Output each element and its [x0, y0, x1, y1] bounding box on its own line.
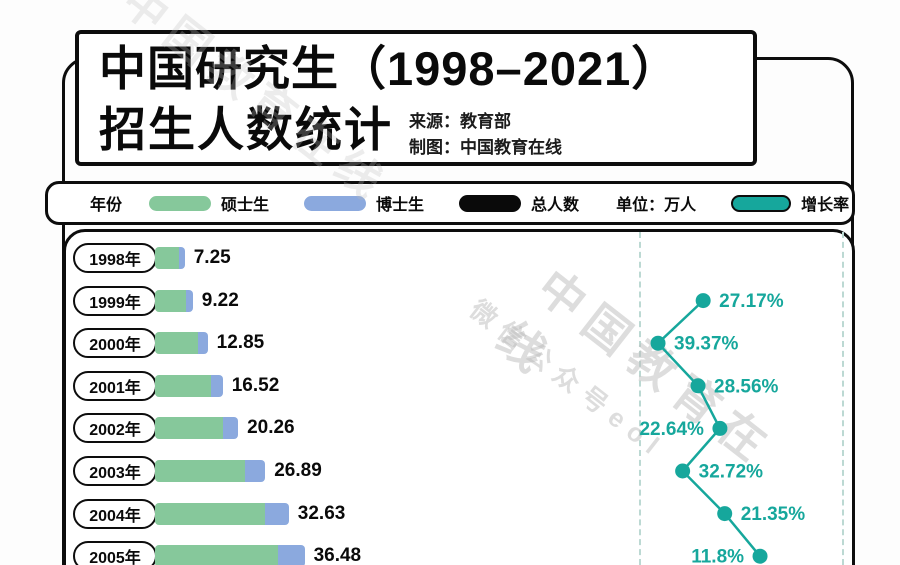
year-pill: 2005年: [73, 541, 157, 565]
legend-doctoral-label: 博士生: [376, 197, 425, 214]
year-pill: 1998年: [73, 243, 157, 273]
doctoral-bar-segment: [223, 417, 239, 440]
legend-unit-label: 单位：万人: [616, 197, 697, 214]
title-box: 中国研究生（1998–2021） 招生人数统计 来源：教育部 制图：中国教育在线: [75, 30, 757, 166]
year-pill: 1999年: [73, 285, 157, 316]
year-pill: 2001年: [73, 370, 157, 401]
doctoral-bar-segment: [210, 374, 223, 397]
total-swatch-icon: [459, 194, 522, 212]
total-value-label: 36.48: [313, 545, 362, 565]
masters-bar-segment: [155, 374, 211, 397]
legend-year-label: 年份: [90, 197, 123, 214]
total-value-label: 16.52: [231, 374, 280, 396]
legend-total-label: 总人数: [531, 197, 580, 214]
total-bar: [155, 460, 266, 482]
source-text: 来源：教育部: [409, 111, 511, 131]
total-bar: [155, 545, 305, 565]
year-pill: 2002年: [73, 413, 157, 444]
masters-swatch-icon: [149, 195, 212, 211]
total-bar: [155, 247, 185, 269]
legend-doctoral: 博士生: [304, 191, 424, 215]
total-value-label: 12.85: [216, 332, 265, 354]
total-value-label: 7.25: [193, 247, 231, 268]
total-bar: [155, 289, 193, 312]
total-value-label: 32.63: [297, 502, 346, 524]
masters-bar-segment: [155, 289, 186, 312]
doctoral-bar-segment: [198, 332, 208, 355]
masters-bar-segment: [155, 332, 199, 355]
year-pill: 2000年: [73, 328, 157, 359]
growth-swatch-icon: [731, 194, 792, 212]
doctoral-bar-segment: [245, 460, 266, 482]
masters-bar-segment: [155, 502, 265, 525]
source-block: 来源：教育部 制图：中国教育在线: [409, 99, 562, 162]
legend-masters-label: 硕士生: [221, 197, 270, 214]
year-pill: 2004年: [73, 498, 157, 529]
page-title-line1: 中国研究生（1998–2021）: [99, 42, 680, 95]
masters-bar-segment: [155, 417, 224, 440]
total-bar: [155, 374, 223, 397]
legend-growth-label: 增长率: [801, 197, 850, 214]
year-pill: 2003年: [73, 456, 157, 486]
legend-total: 总人数: [459, 191, 579, 215]
total-bar: [155, 502, 289, 525]
doctoral-bar-segment: [179, 247, 185, 269]
total-value-label: 20.26: [247, 417, 295, 439]
dashed-gridline-left: [639, 232, 641, 565]
masters-bar-segment: [155, 247, 180, 269]
total-bar: [155, 417, 239, 440]
total-value-label: 26.89: [274, 460, 322, 481]
doctoral-bar-segment: [277, 545, 305, 565]
masters-bar-segment: [155, 460, 246, 482]
masters-bar-segment: [155, 545, 278, 565]
total-value-label: 9.22: [201, 289, 239, 311]
legend-bar: 年份 硕士生 博士生 总人数 单位：万人 增长率: [45, 181, 855, 225]
doctoral-swatch-icon: [304, 195, 367, 211]
legend-masters: 硕士生: [149, 191, 269, 215]
doctoral-bar-segment: [185, 289, 193, 312]
dashed-gridline-right: [842, 232, 844, 565]
page-title-line2: 招生人数统计: [99, 102, 393, 156]
credit-text: 制图：中国教育在线: [409, 138, 562, 158]
legend-growth: 增长率: [731, 191, 849, 215]
doctoral-bar-segment: [264, 502, 289, 525]
total-bar: [155, 332, 208, 355]
